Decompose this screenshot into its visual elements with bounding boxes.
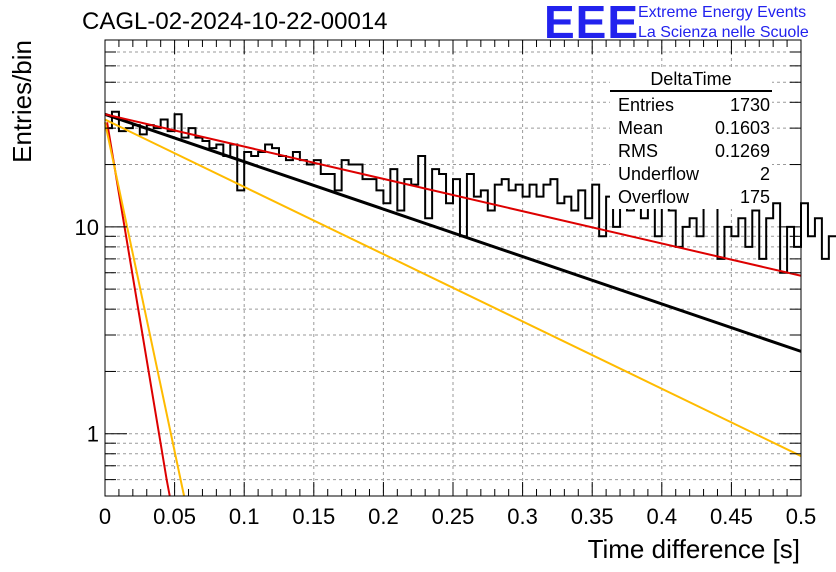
x-tick-label: 0.4 — [647, 504, 678, 529]
x-tick-label: 0.45 — [710, 504, 753, 529]
stats-label: Entries — [618, 95, 675, 115]
stats-value: 175 — [739, 187, 770, 207]
fit-curves — [104, 112, 802, 497]
axis-ticks — [104, 39, 802, 497]
x-axis-label: Time difference [s] — [588, 534, 800, 564]
stats-row: Underflow 2 — [610, 163, 772, 186]
x-tick-label: 0.05 — [153, 504, 196, 529]
axis-tick-labels: 0 0.05 0.1 0.15 0.2 0.25 0.3 0.35 0.4 0.45 0.5 1 10 — [75, 215, 817, 529]
stats-value: 2 — [759, 164, 770, 184]
plot-title: CAGL-02-2024-10-22-00014 — [82, 8, 388, 35]
stats-label: Mean — [618, 118, 664, 138]
y-tick-label: 10 — [75, 215, 99, 240]
stats-value: 0.1603 — [714, 118, 770, 138]
fit-component-curve — [104, 113, 802, 277]
stats-row: RMS 0.1269 — [610, 140, 772, 163]
x-tick-label: 0.2 — [368, 504, 399, 529]
stats-value: 0.1269 — [714, 141, 770, 161]
stats-title: DeltaTime — [610, 68, 772, 92]
stats-box: DeltaTime Entries 1730 Mean 0.1603 RMS 0.12… — [610, 68, 772, 209]
x-tick-label: 0.1 — [229, 504, 260, 529]
stats-value: 1730 — [729, 95, 770, 115]
stats-label: Underflow — [618, 164, 700, 184]
fit-component-curve — [106, 122, 171, 497]
x-tick-label: 0.3 — [507, 504, 538, 529]
logo-line-2: La Scienza nelle Scuole — [638, 24, 809, 41]
eee-logo: EEE Extreme Energy Events La Scienza nel… — [540, 0, 830, 48]
stats-row: Mean 0.1603 — [610, 117, 772, 140]
stats-label: RMS — [618, 141, 658, 161]
fit-component-curve — [104, 122, 186, 497]
x-tick-label: 0.5 — [786, 504, 817, 529]
stats-row: Entries 1730 — [610, 94, 772, 117]
fit-curve — [104, 112, 802, 353]
stats-row: Overflow 175 — [610, 186, 772, 209]
logo-line-1: Extreme Energy Events — [638, 4, 807, 21]
grid — [105, 39, 801, 497]
x-tick-label: 0.35 — [571, 504, 614, 529]
fit-component-curve — [104, 118, 802, 457]
stats-label: Overflow — [618, 187, 690, 207]
x-tick-label: 0.25 — [432, 504, 475, 529]
x-tick-label: 0 — [99, 504, 111, 529]
y-axis-label: Entries/bin — [7, 40, 37, 163]
y-tick-label: 1 — [87, 422, 99, 447]
x-tick-label: 0.15 — [292, 504, 335, 529]
logo-mark: EEE — [544, 0, 640, 48]
